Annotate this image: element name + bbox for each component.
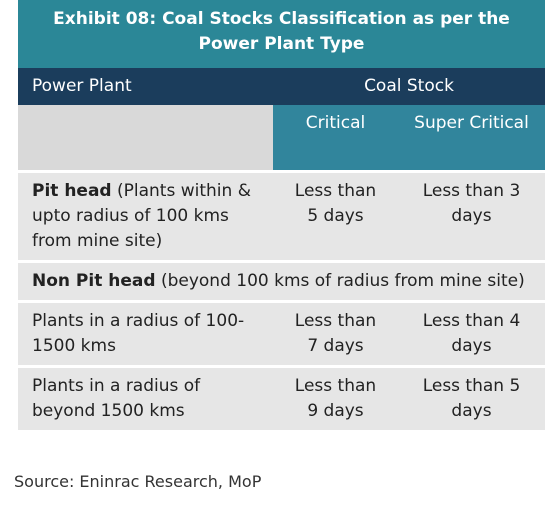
table-row: Plants in a radius of 100-1500 kms Less t… [18,300,545,367]
blank-cell [18,105,273,172]
subheader-cell: Critical [273,105,398,172]
plant-detail: (Plants within & upto radius of 100 kms … [32,181,251,251]
subheader-row: Critical Super Critical [18,105,545,172]
header-cell: Coal Stock [273,68,545,105]
table: Power Plant Coal Stock Critical Super Cr… [18,68,545,430]
critical-cell: Less than 7 days [273,300,398,367]
source: Source: Eninrac Research, MoP [14,472,262,491]
title: Exhibit 08: Coal Stocks Classification a… [18,0,545,68]
plant-cell: Non Pit head (beyond 100 kms of radius f… [18,260,545,302]
table-body: Pit head (Plants within & upto radius of… [18,170,545,430]
plant-cell: Plants in a radius of 100-1500 kms [18,300,273,367]
plant-cell: Plants in a radius of beyond 1500 kms [18,365,273,430]
super-critical-cell: Less than 3 days [398,170,545,262]
plant-text: Plants in a radius of beyond 1500 kms [32,376,201,421]
table-row: Plants in a radius of beyond 1500 kms Les… [18,365,545,430]
exhibit: Exhibit 08: Coal Stocks Classification a… [18,0,545,430]
table-row: Pit head (Plants within & upto radius of… [18,170,545,262]
plant-bold: Non Pit head [32,271,156,291]
subheader-cell: Super Critical [398,105,545,172]
header-cell: Power Plant [18,68,273,105]
super-critical-cell: Less than 5 days [398,365,545,430]
plant-text: Plants in a radius of 100-1500 kms [32,311,245,356]
critical-cell: Less than 5 days [273,170,398,262]
plant-bold: Pit head [32,181,112,201]
header-row: Power Plant Coal Stock [18,68,545,105]
critical-cell: Less than 9 days [273,365,398,430]
super-critical-cell: Less than 4 days [398,300,545,367]
plant-detail: (beyond 100 kms of radius from mine site… [155,271,525,291]
table-row: Non Pit head (beyond 100 kms of radius f… [18,260,545,302]
plant-cell: Pit head (Plants within & upto radius of… [18,170,273,262]
